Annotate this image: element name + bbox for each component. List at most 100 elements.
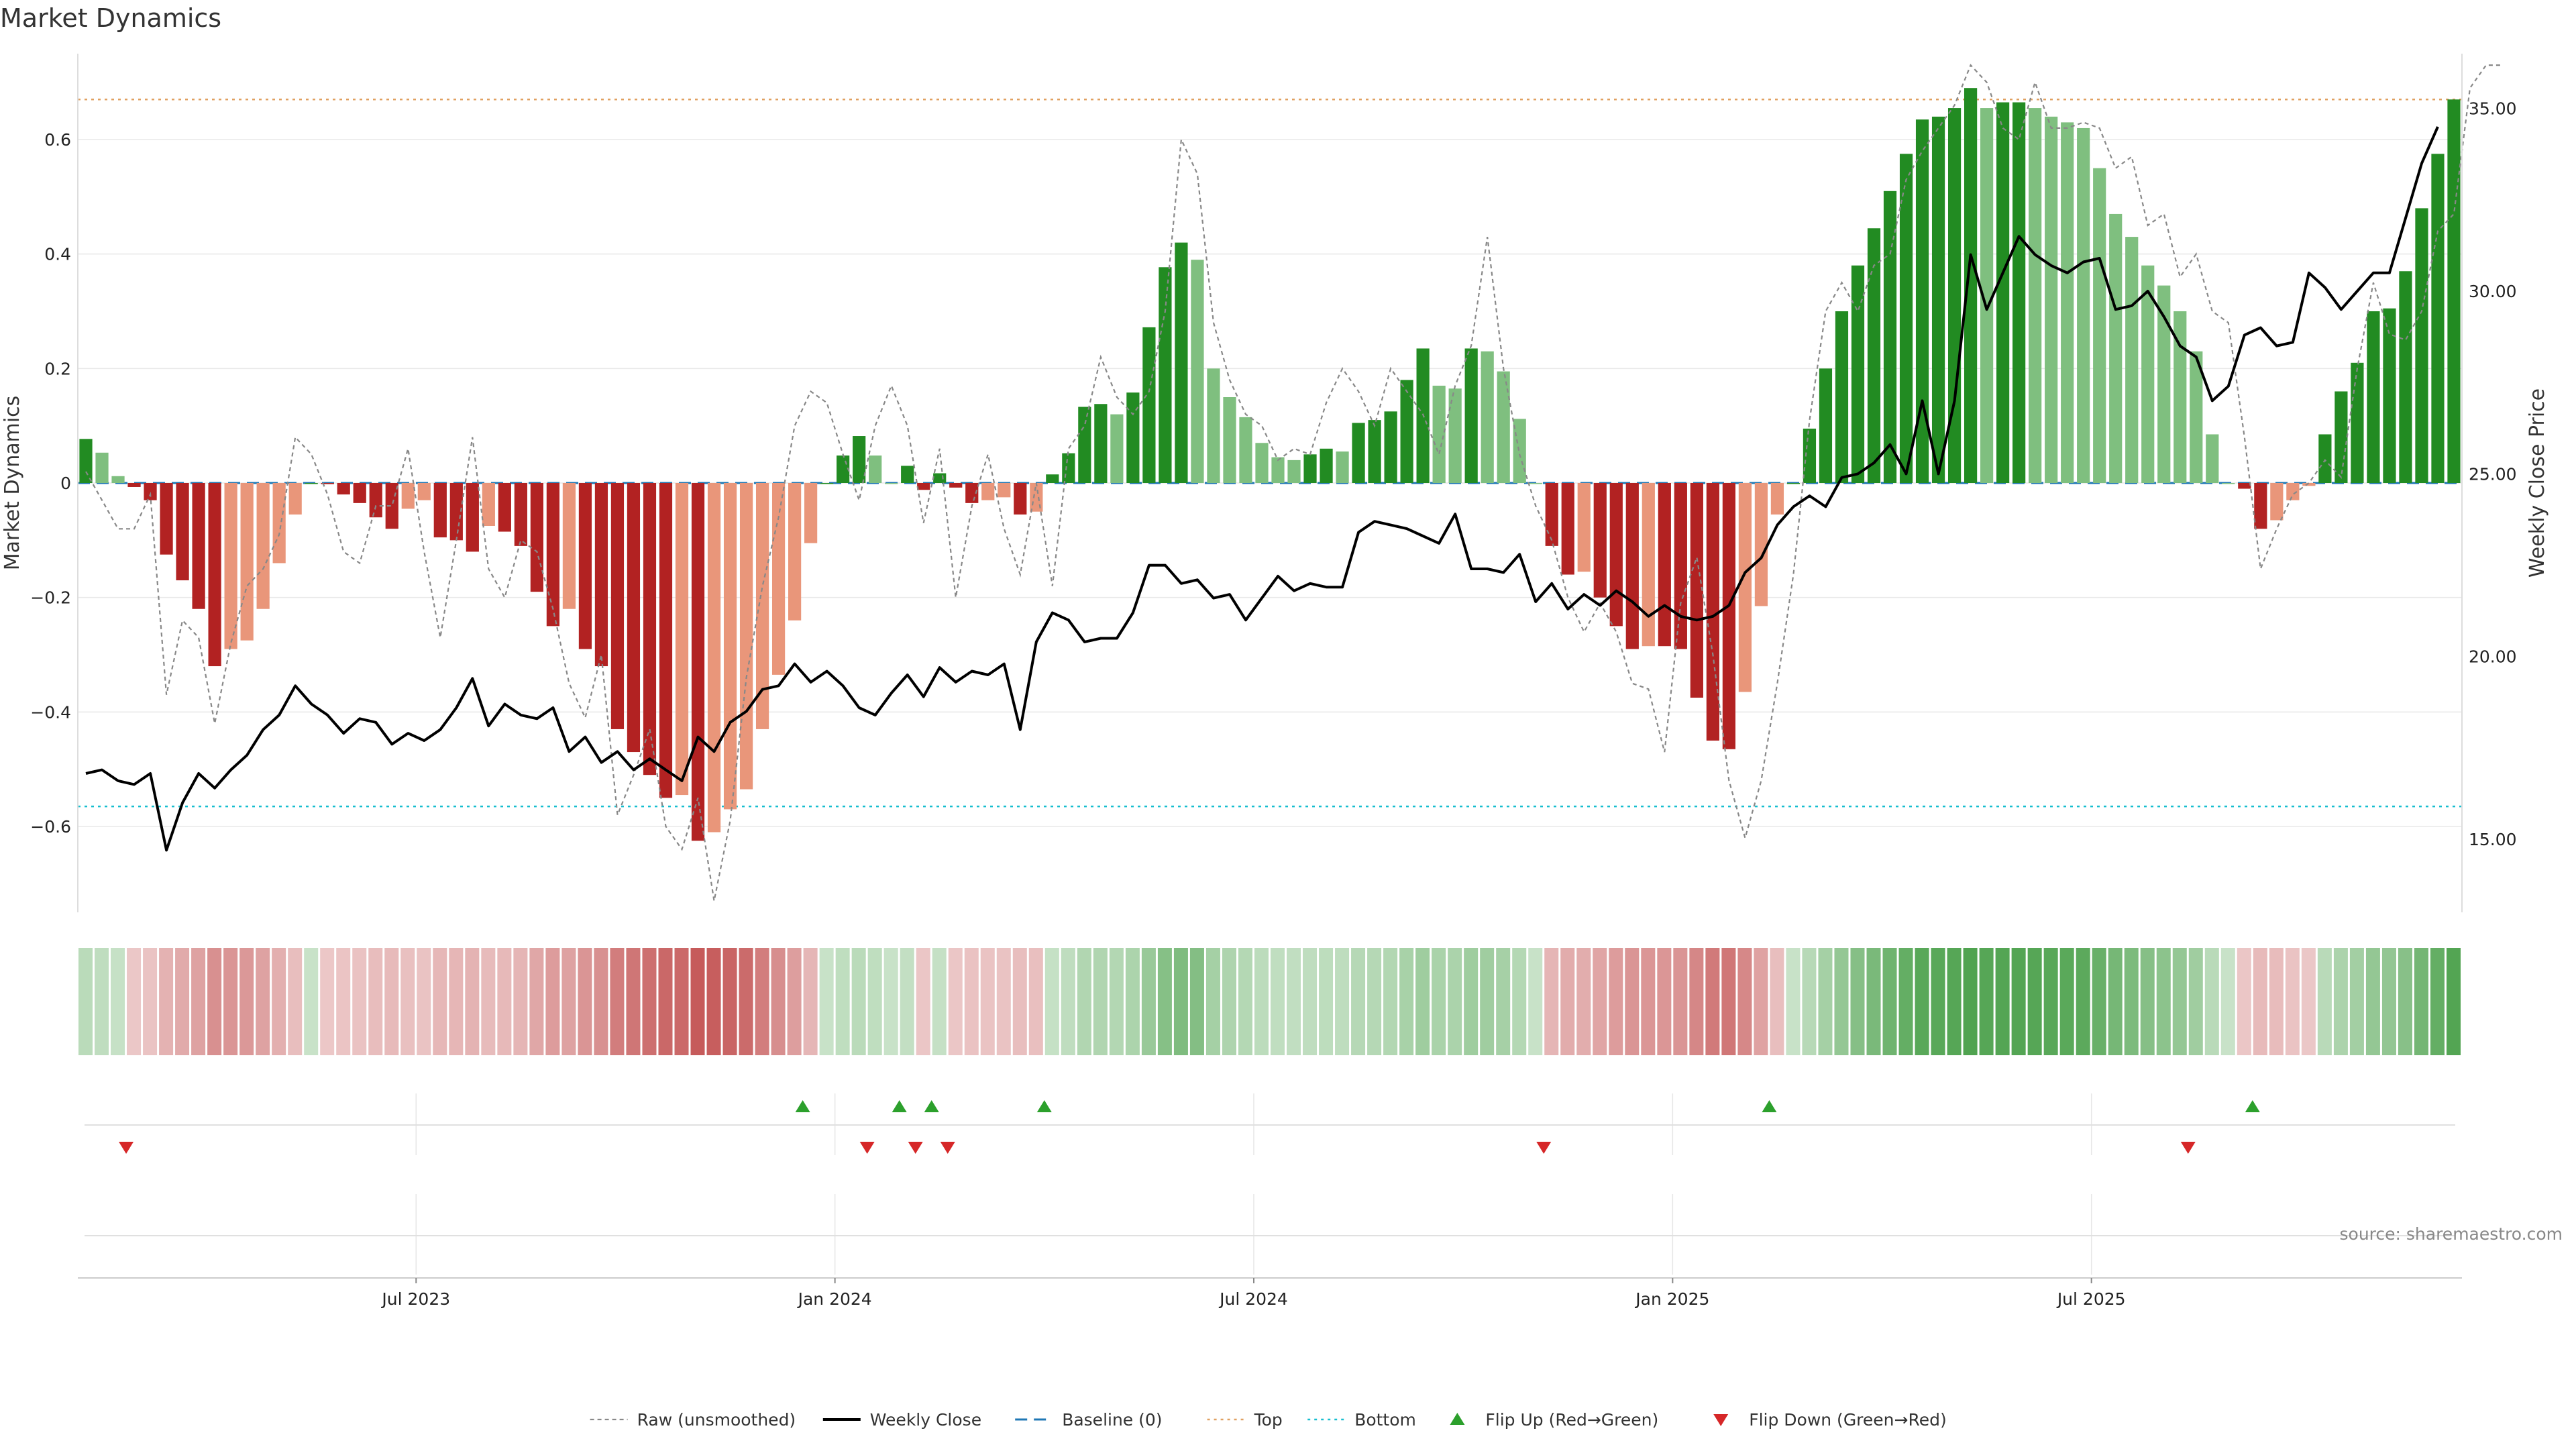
heatmap-cell: [513, 948, 528, 1055]
bar: [1110, 414, 1124, 483]
heatmap-cell: [288, 948, 303, 1055]
bar: [2190, 351, 2203, 483]
bar: [1142, 327, 1156, 483]
heatmap-cell: [1271, 948, 1285, 1055]
bar: [111, 476, 125, 483]
heatmap-cell: [1287, 948, 1301, 1055]
heatmap-cell: [1222, 948, 1236, 1055]
heatmap-cell: [1544, 948, 1559, 1055]
heatmap-cell: [980, 948, 995, 1055]
bar: [1642, 483, 1655, 647]
heatmap-cell: [1303, 948, 1318, 1055]
heatmap-cell: [2204, 948, 2219, 1055]
bar: [1786, 483, 1801, 484]
heatmap-cell: [1689, 948, 1704, 1055]
heatmap-cell: [1189, 948, 1204, 1055]
bar: [272, 483, 286, 564]
bar: [1336, 451, 1349, 483]
heatmap-cell: [2188, 948, 2203, 1055]
bar: [1996, 102, 2010, 484]
legend-swatch: [1713, 1414, 1729, 1426]
bar: [594, 483, 608, 667]
bar: [160, 483, 173, 555]
bar: [2206, 434, 2219, 483]
heatmap-cell: [1093, 948, 1108, 1055]
heatmap-cell: [191, 948, 206, 1055]
x-tick-label: Jul 2025: [2056, 1289, 2126, 1309]
bar: [482, 483, 495, 526]
heatmap-cell: [1496, 948, 1511, 1055]
bar: [578, 483, 592, 649]
bar: [1851, 265, 1865, 483]
heatmap-cell: [207, 948, 222, 1055]
bar: [755, 483, 769, 729]
heatmap-cell: [1512, 948, 1527, 1055]
bar: [1481, 351, 1494, 483]
bar: [1078, 407, 1091, 483]
bar: [1464, 348, 1478, 483]
heatmap-cell: [2043, 948, 2058, 1055]
bar: [337, 483, 350, 495]
bar: [127, 483, 141, 487]
bar: [1577, 483, 1591, 572]
flip-down-marker: [1536, 1142, 1552, 1154]
y-tick-left: 0.4: [44, 245, 71, 264]
x-tick-label: Jan 2024: [797, 1289, 872, 1309]
heatmap-cell: [2398, 948, 2412, 1055]
bar: [466, 483, 479, 552]
heatmap-cell: [2365, 948, 2380, 1055]
bar: [1609, 483, 1623, 627]
bar: [353, 483, 366, 503]
bar: [192, 483, 205, 609]
flip-up-marker: [924, 1100, 939, 1112]
flip-up-marker: [2245, 1100, 2260, 1112]
bar: [1835, 311, 1849, 483]
heatmap-cell: [417, 948, 431, 1055]
heatmap-cell: [2108, 948, 2123, 1055]
bar: [723, 483, 737, 810]
y-tick-left: −0.4: [30, 702, 71, 722]
heatmap-cell: [1673, 948, 1688, 1055]
bar: [2141, 265, 2155, 483]
heatmap-cell: [1834, 948, 1849, 1055]
heatmap-cell: [481, 948, 496, 1055]
heatmap-cell: [2140, 948, 2155, 1055]
heatmap-cell: [1754, 948, 1768, 1055]
bar: [498, 483, 511, 532]
flip-up-marker: [1762, 1100, 1777, 1112]
bar: [933, 473, 947, 483]
flip-down-marker: [859, 1142, 875, 1154]
bar: [2399, 271, 2412, 483]
bar: [256, 483, 270, 609]
heatmap-cell: [1641, 948, 1656, 1055]
heatmap-cell: [851, 948, 866, 1055]
heatmap-cell: [2349, 948, 2364, 1055]
heatmap-cell: [352, 948, 367, 1055]
heatmap-cell: [658, 948, 673, 1055]
bar: [1690, 483, 1703, 698]
bar: [869, 455, 882, 483]
bar: [562, 483, 576, 609]
heatmap-cell: [1818, 948, 1833, 1055]
bar: [1320, 448, 1333, 483]
bar: [321, 483, 334, 484]
bar: [885, 483, 898, 484]
bar: [2125, 237, 2139, 483]
bar: [1223, 397, 1236, 483]
heatmap-cell: [1802, 948, 1817, 1055]
bar: [1014, 483, 1027, 515]
heatmap-cell: [175, 948, 190, 1055]
heatmap-cell: [867, 948, 882, 1055]
bar: [1658, 483, 1671, 647]
bar: [1255, 443, 1269, 483]
bar: [820, 483, 834, 484]
heatmap-cell: [336, 948, 351, 1055]
bar: [208, 483, 221, 667]
heatmap-cell: [95, 948, 109, 1055]
heatmap-cell: [1593, 948, 1607, 1055]
flip-up-marker: [1036, 1100, 1052, 1112]
bar: [1819, 368, 1833, 483]
heatmap-cell: [2220, 948, 2235, 1055]
heatmap-cell: [2156, 948, 2171, 1055]
heatmap-cell: [1141, 948, 1156, 1055]
